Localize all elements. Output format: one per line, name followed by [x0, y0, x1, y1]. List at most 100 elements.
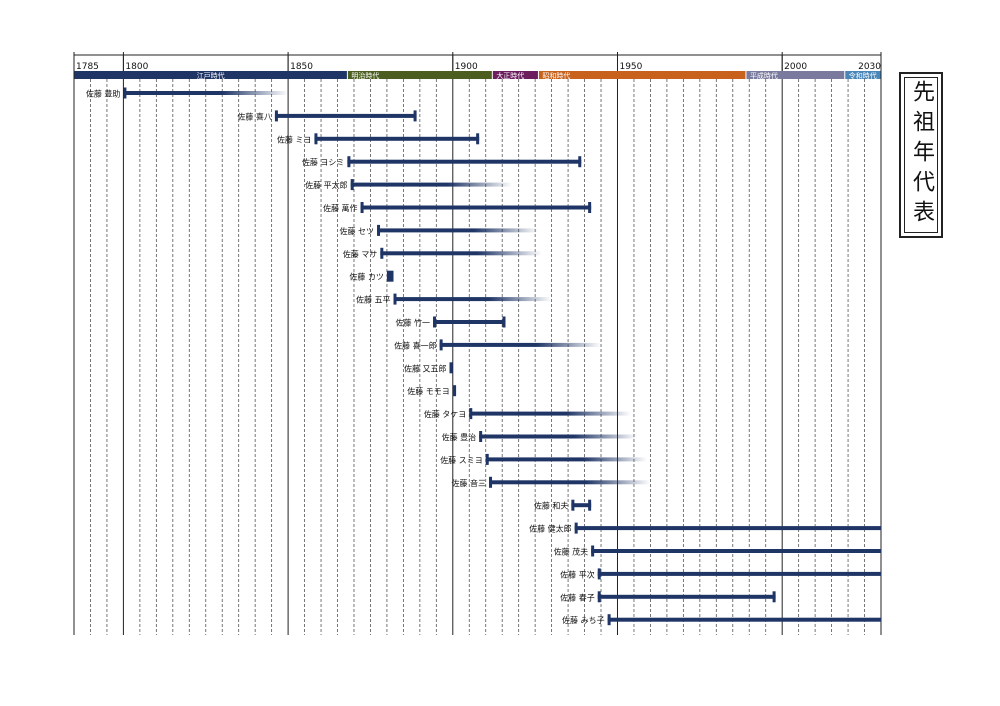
person-end-cap-2 — [476, 133, 480, 145]
person-bar-7 — [380, 251, 542, 256]
person-name-10: 佐藤 竹一 — [395, 318, 430, 328]
x-tick-label-1785: 1785 — [76, 62, 99, 72]
era-bar-3 — [538, 71, 746, 79]
x-tick-label-2030: 2030 — [858, 62, 881, 72]
person-name-1: 佐藤 喜八 — [237, 111, 272, 121]
person-start-cap-22 — [597, 591, 601, 603]
person-name-17: 佐藤 音三 — [451, 478, 486, 488]
title-box: 先祖年代表 — [899, 72, 943, 238]
person-row-1: 佐藤 喜八 — [237, 110, 417, 122]
person-bar-13 — [452, 385, 457, 397]
era-bar-4 — [746, 71, 845, 79]
person-bar-18 — [571, 503, 592, 508]
person-start-cap-20 — [591, 545, 595, 557]
person-end-cap-1 — [413, 110, 417, 122]
era-bar-1 — [347, 71, 492, 79]
person-start-cap-18 — [571, 499, 575, 511]
person-end-cap-10 — [502, 316, 506, 328]
x-tick-label-1800: 1800 — [125, 62, 148, 72]
person-end-cap-3 — [578, 156, 582, 168]
person-row-21: 佐藤 平次 — [560, 568, 881, 580]
person-bar-12 — [449, 362, 453, 374]
era-label-2: 大正時代 — [496, 71, 524, 80]
year-grid — [73, 55, 882, 635]
person-name-13: 佐藤 モモヨ — [407, 386, 450, 396]
person-row-5: 佐藤 萬作 — [323, 202, 592, 213]
person-row-9: 佐藤 五平 — [356, 293, 552, 305]
page-title: 先祖年代表 — [909, 80, 934, 230]
person-name-14: 佐藤 タケヨ — [424, 409, 467, 419]
person-end-cap-5 — [588, 202, 592, 213]
person-start-cap-7 — [380, 247, 384, 259]
person-end-cap-18 — [588, 499, 592, 511]
person-start-cap-9 — [393, 293, 397, 305]
person-start-cap-14 — [469, 408, 473, 420]
person-row-7: 佐藤 マサ — [343, 247, 542, 259]
person-name-22: 佐藤 春子 — [560, 592, 595, 602]
person-start-cap-5 — [360, 202, 364, 213]
person-end-cap-22 — [772, 591, 776, 603]
person-name-7: 佐藤 マサ — [343, 249, 378, 259]
person-name-16: 佐藤 スミヨ — [440, 455, 483, 465]
person-bar-20 — [591, 549, 881, 553]
person-name-6: 佐藤 セツ — [339, 226, 374, 236]
person-name-8: 佐藤 カツ — [349, 272, 384, 282]
person-bar-11 — [439, 342, 602, 347]
era-bar-5 — [845, 71, 881, 79]
person-start-cap-0 — [123, 87, 127, 99]
person-row-19: 佐藤 健太郎 — [529, 522, 881, 534]
person-name-12: 佐藤 又五郎 — [404, 363, 447, 373]
person-name-4: 佐藤 平太郎 — [305, 180, 348, 190]
person-start-cap-6 — [377, 224, 381, 236]
person-bar-22 — [597, 594, 776, 599]
person-row-0: 佐藤 豊助 — [86, 87, 289, 99]
era-label-0: 江戸時代 — [197, 71, 225, 80]
person-start-cap-17 — [489, 476, 493, 488]
person-start-cap-19 — [574, 522, 578, 534]
person-bar-1 — [274, 113, 417, 118]
x-tick-label-1850: 1850 — [290, 62, 313, 72]
person-name-3: 佐藤 ヨシミ — [302, 157, 345, 167]
person-start-cap-21 — [597, 568, 601, 580]
person-bar-23 — [607, 617, 881, 622]
person-start-cap-2 — [314, 133, 318, 145]
person-row-20: 佐藤 茂夫 — [554, 545, 881, 557]
person-start-cap-1 — [274, 110, 278, 122]
person-bar-17 — [489, 480, 651, 485]
person-bar-10 — [433, 320, 506, 324]
person-row-14: 佐藤 タケヨ — [424, 408, 631, 420]
era-label-5: 令和時代 — [849, 71, 877, 80]
person-bar-19 — [574, 526, 881, 531]
person-name-23: 佐藤 みち子 — [562, 615, 605, 625]
person-name-15: 佐藤 豊治 — [442, 432, 477, 442]
person-bar-6 — [377, 228, 539, 233]
person-bar-15 — [479, 434, 638, 439]
person-start-cap-4 — [350, 179, 354, 191]
person-row-3: 佐藤 ヨシミ — [302, 156, 582, 168]
x-tick-label-2000: 2000 — [784, 62, 807, 72]
person-row-8: 佐藤 カツ — [349, 270, 394, 282]
person-name-20: 佐藤 茂夫 — [554, 547, 589, 557]
era-label-3: 昭和時代 — [542, 71, 570, 80]
person-name-18: 佐藤 和夫 — [534, 501, 569, 511]
person-start-cap-15 — [479, 431, 483, 442]
person-name-0: 佐藤 豊助 — [86, 89, 121, 99]
person-bar-4 — [350, 182, 513, 187]
person-row-2: 佐藤 ミヨ — [277, 133, 480, 145]
person-name-2: 佐藤 ミヨ — [277, 134, 312, 144]
x-tick-label-1900: 1900 — [455, 62, 478, 72]
person-bar-0 — [123, 91, 289, 95]
person-bar-2 — [314, 136, 480, 141]
person-row-12: 佐藤 又五郎 — [404, 362, 453, 374]
person-bar-3 — [347, 159, 582, 164]
person-start-cap-10 — [433, 316, 437, 328]
person-bar-16 — [485, 457, 648, 462]
person-row-4: 佐藤 平太郎 — [305, 179, 513, 191]
person-start-cap-16 — [485, 453, 489, 465]
person-bar-8 — [386, 270, 394, 282]
person-row-6: 佐藤 セツ — [339, 224, 539, 236]
person-start-cap-3 — [347, 156, 351, 168]
title-inner-frame: 先祖年代表 — [904, 77, 938, 233]
